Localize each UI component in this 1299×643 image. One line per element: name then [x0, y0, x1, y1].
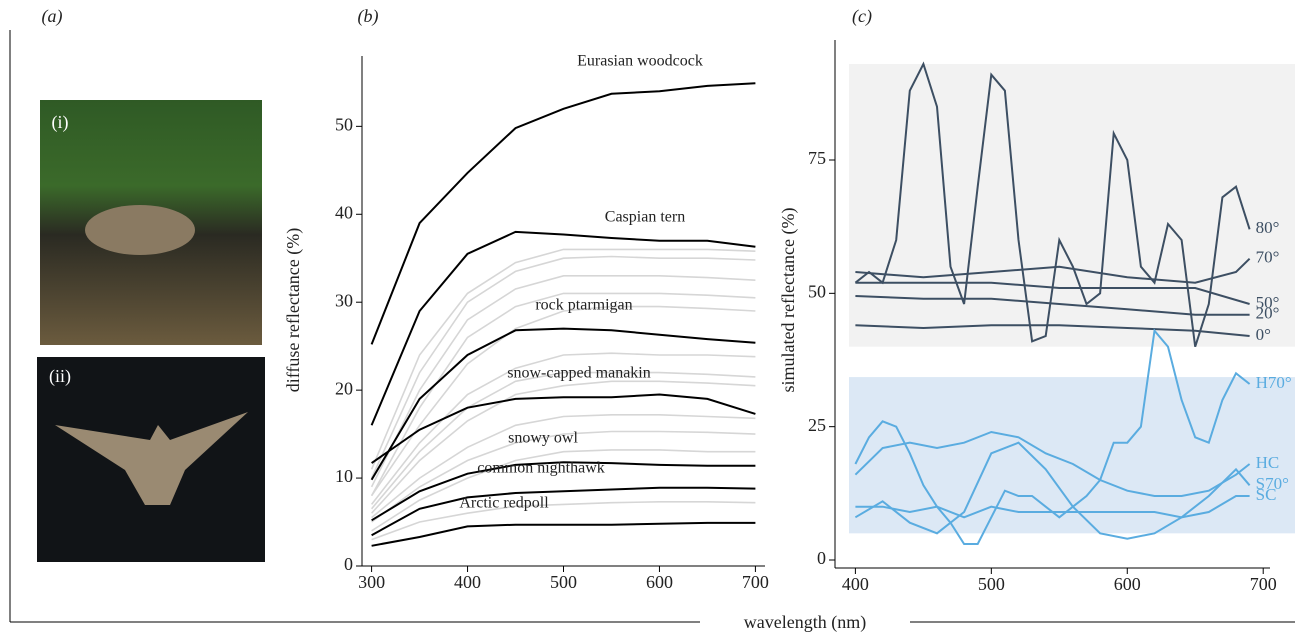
- series-line: [855, 295, 1250, 316]
- series-line: [854, 430, 1251, 497]
- y-axis-label: diffuse reflectance (%): [283, 228, 304, 393]
- series-label: 20°: [1256, 304, 1280, 323]
- panel-label: (b): [358, 6, 379, 27]
- series-line: [370, 352, 756, 505]
- shared-x-label: wavelength (nm): [744, 612, 866, 633]
- series-line: [371, 413, 756, 519]
- series-label: S70°: [1256, 474, 1289, 493]
- series-label: 50°: [1256, 293, 1280, 312]
- series-line: [855, 324, 1250, 337]
- x-tick-label: 700: [742, 572, 769, 592]
- x-tick-label: 500: [550, 572, 577, 592]
- series-line: [371, 393, 756, 464]
- series-line: [370, 305, 756, 497]
- x-tick-label: 400: [842, 574, 869, 594]
- y-tick-label: 50: [335, 114, 353, 134]
- y-tick-label: 10: [335, 466, 353, 486]
- series-line: [855, 257, 1251, 284]
- series-label: common nighthawk: [477, 460, 605, 477]
- series-line: [370, 371, 756, 510]
- y-tick-label: 25: [808, 415, 826, 435]
- series-label: snow-capped manakin: [507, 365, 651, 382]
- series-label: Eurasian woodcock: [577, 53, 703, 70]
- series-line: [371, 486, 756, 537]
- series-line: [855, 495, 1250, 519]
- series-label: HC: [1256, 453, 1280, 472]
- series-label: 80°: [1256, 218, 1280, 237]
- series-line: [370, 248, 756, 470]
- series-label: snowy owl: [508, 430, 578, 447]
- series-label: SC: [1256, 485, 1277, 504]
- y-tick-label: 75: [808, 148, 826, 168]
- bird-shape: [85, 205, 195, 255]
- series-label: Caspian tern: [605, 209, 685, 226]
- y-tick-label: 40: [335, 202, 353, 222]
- series-label: H70°: [1256, 373, 1292, 392]
- series-line: [370, 274, 756, 488]
- series-label: 70°: [1256, 248, 1280, 267]
- series-line: [371, 380, 756, 514]
- y-axis-label: simulated reflectance (%): [778, 208, 799, 393]
- series-label: rock ptarmigan: [535, 297, 632, 314]
- photo-label: (ii): [49, 366, 71, 387]
- x-tick-label: 500: [978, 574, 1005, 594]
- series-line: [855, 281, 1250, 305]
- series-line: [370, 230, 756, 426]
- x-tick-label: 700: [1250, 574, 1277, 594]
- panel-label: (c): [852, 6, 872, 27]
- series-line: [370, 82, 756, 345]
- series-line: [371, 430, 756, 523]
- y-tick-label: 0: [344, 554, 353, 574]
- panel-label: (a): [42, 6, 63, 27]
- x-tick-label: 400: [454, 572, 481, 592]
- series-line: [371, 500, 756, 541]
- x-tick-label: 300: [358, 572, 385, 592]
- series-line: [854, 441, 1251, 540]
- series-line: [371, 449, 756, 532]
- y-tick-label: 50: [808, 281, 826, 301]
- series-line: [370, 327, 756, 481]
- series-line: [370, 255, 756, 479]
- x-tick-label: 600: [646, 572, 673, 592]
- series-label: 0°: [1256, 325, 1271, 344]
- x-tick-label: 600: [1114, 574, 1141, 594]
- series-label: Arctic redpoll: [459, 495, 549, 512]
- series-line: [371, 521, 756, 547]
- y-tick-label: 20: [335, 378, 353, 398]
- series-line: [371, 461, 756, 522]
- y-tick-label: 30: [335, 290, 353, 310]
- photo-label: (i): [52, 112, 69, 133]
- y-tick-label: 0: [817, 548, 826, 568]
- bird-shape: [55, 412, 248, 505]
